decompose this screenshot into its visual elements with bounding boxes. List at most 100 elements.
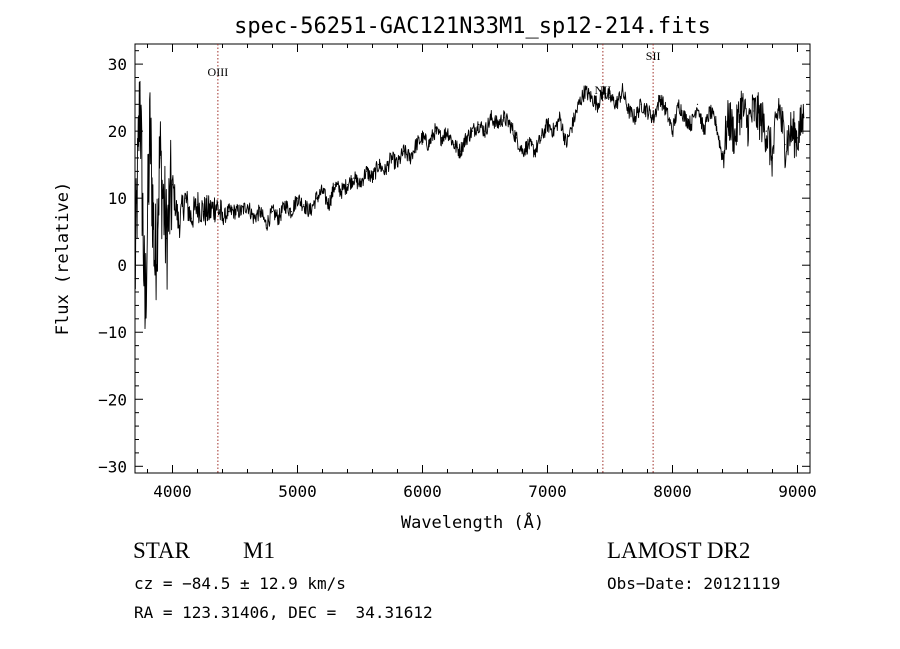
spectrum-point — [621, 90, 624, 92]
spectrum-point — [534, 150, 536, 152]
spectrum-point — [803, 117, 805, 119]
spectrum-point — [371, 177, 374, 179]
spectrum-point — [353, 177, 355, 179]
spectrum-point — [709, 110, 711, 112]
spectrum-point — [246, 204, 249, 206]
spectrum-point — [315, 197, 317, 199]
object-type: STAR — [133, 538, 190, 563]
spectrum-point — [715, 123, 717, 126]
spectrum-point — [340, 190, 342, 193]
y-tick-label: −10 — [98, 323, 127, 342]
spectrum-point — [753, 110, 755, 112]
spectrum-point — [446, 130, 449, 132]
spectrum-point — [653, 117, 655, 119]
spectrum-point — [290, 210, 292, 213]
spectrum-point — [428, 143, 430, 146]
spectrum-line — [134, 80, 805, 330]
spectrum-point — [771, 157, 774, 159]
spectrum-point — [584, 90, 586, 92]
spectrum-point — [559, 117, 561, 119]
spectrum-point — [759, 117, 761, 119]
x-tick-label: 8000 — [653, 482, 692, 501]
y-tick-label: 0 — [117, 256, 127, 275]
y-tick-label: 10 — [108, 189, 127, 208]
spectrum-point — [365, 170, 367, 172]
spectrum-point — [465, 137, 467, 139]
survey-name: LAMOST DR2 — [607, 538, 751, 563]
spectrum-point — [678, 103, 680, 105]
spectrum-point — [346, 184, 349, 186]
spectrum-point — [565, 143, 567, 146]
spectrum-point — [209, 210, 211, 213]
spectrum-point — [490, 117, 492, 119]
spectrum-point — [390, 157, 392, 159]
spectrum-point — [221, 217, 224, 219]
x-tick-label: 7000 — [528, 482, 567, 501]
spectrum-point — [309, 210, 311, 213]
spectrum-point — [144, 318, 146, 320]
spectrum-point — [403, 150, 405, 152]
spectrum-point — [196, 204, 199, 206]
spectrum-point — [778, 103, 780, 105]
spectrum-point — [178, 224, 180, 226]
spectrum-point — [278, 217, 280, 219]
spectrum-point — [540, 137, 542, 139]
spectrum-point — [578, 103, 580, 105]
spectrum-point — [609, 97, 611, 99]
spectrum-point — [484, 130, 486, 132]
spectrum-point — [790, 130, 792, 132]
spectrum-point — [303, 204, 305, 206]
spectrum-point — [496, 123, 499, 126]
spectrum-point — [321, 190, 324, 193]
spectrum-point — [453, 143, 455, 146]
spectrum-point — [553, 130, 555, 132]
spectrum-point — [296, 197, 299, 199]
spectrum-point — [434, 130, 436, 132]
spectrum-point — [521, 150, 524, 152]
spectrum-point — [546, 123, 549, 126]
spectrum-point — [740, 103, 742, 105]
spectrum-point — [154, 264, 156, 266]
spectrum-point — [596, 103, 599, 105]
spectrum-point — [659, 97, 661, 99]
spectrum-point — [165, 237, 167, 239]
spectrum-point — [665, 110, 667, 112]
coordinates: RA = 123.31406, DEC = 34.31612 — [134, 603, 433, 622]
spectrum-point — [503, 117, 505, 119]
spectrum-point — [228, 210, 230, 213]
annotation-label: OIII — [208, 65, 229, 79]
spectrum-point — [734, 137, 736, 139]
spectrum-point — [421, 137, 424, 139]
spectrum-point — [746, 123, 749, 126]
spectrum-point — [721, 157, 724, 159]
spectrum-point — [134, 278, 136, 280]
spectrum-point — [265, 224, 267, 226]
spectrum-point — [703, 130, 705, 132]
spectrum-point — [690, 123, 692, 126]
spectrum-point — [528, 143, 530, 146]
spectrum-point — [634, 117, 636, 119]
spectrum-point — [215, 204, 217, 206]
y-tick-label: −30 — [98, 457, 127, 476]
spectrum-point — [646, 110, 649, 112]
spectrum-point — [628, 110, 630, 112]
spectrum-point — [696, 103, 699, 105]
spectrum-point — [415, 143, 417, 146]
y-tick-label: −20 — [98, 390, 127, 409]
spectrum-point — [253, 217, 255, 219]
spectrum-point — [190, 217, 192, 219]
spectrum-point — [796, 137, 799, 139]
spectrum-point — [671, 130, 674, 132]
spectrum-point — [509, 123, 511, 126]
spectrum-point — [515, 137, 517, 139]
y-tick-label: 30 — [108, 55, 127, 74]
chart-title: spec-56251-GAC121N33M1_sp12-214.fits — [234, 14, 711, 39]
redshift-cz: cz = −84.5 ± 12.9 km/s — [134, 574, 346, 593]
x-tick-label: 5000 — [278, 482, 317, 501]
object-subclass: M1 — [243, 538, 275, 563]
spectrum-point — [571, 123, 574, 126]
spectrum-point — [590, 97, 592, 99]
spectrum-point — [640, 103, 642, 105]
spectrum-point — [471, 130, 474, 132]
